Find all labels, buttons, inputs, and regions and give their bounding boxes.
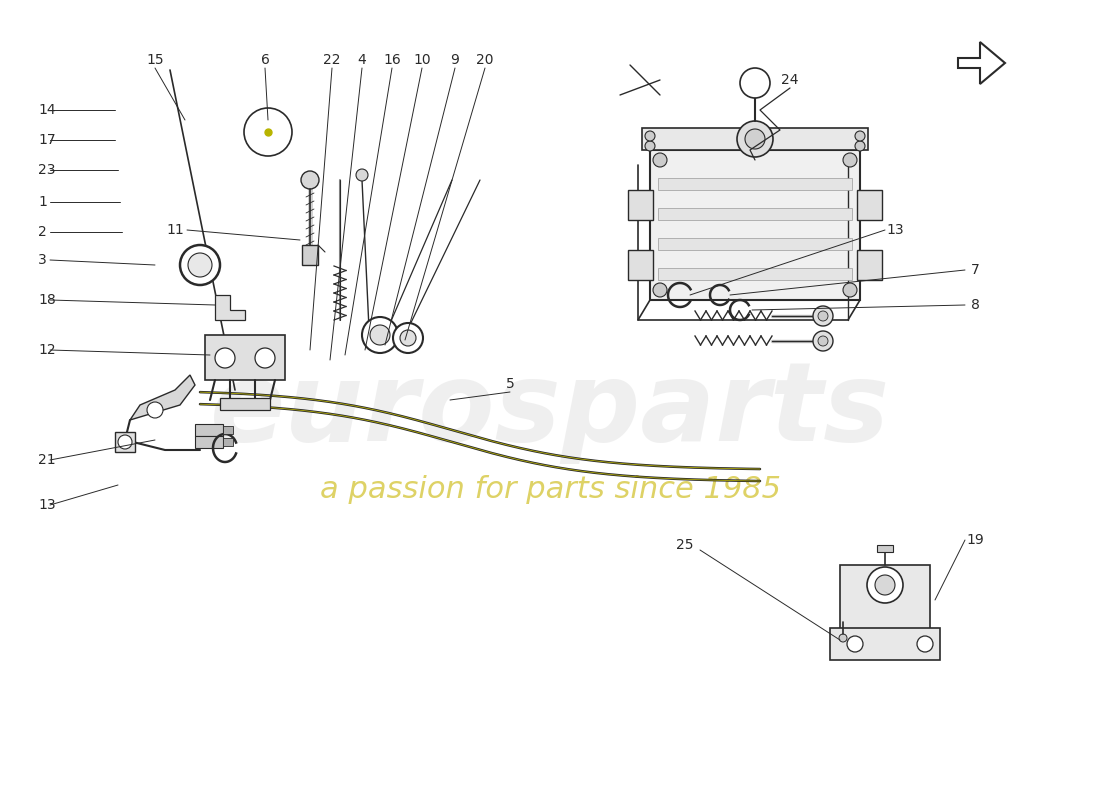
Text: 13: 13 bbox=[887, 223, 904, 237]
Text: 4: 4 bbox=[358, 53, 366, 67]
Text: 3: 3 bbox=[39, 253, 46, 267]
Bar bbox=[628, 250, 653, 280]
Text: 25: 25 bbox=[676, 538, 694, 552]
Circle shape bbox=[818, 336, 828, 346]
Bar bbox=[877, 545, 893, 552]
Text: 5: 5 bbox=[506, 377, 515, 391]
Text: 24: 24 bbox=[781, 73, 799, 87]
Circle shape bbox=[839, 634, 847, 642]
Bar bbox=[658, 208, 852, 220]
Text: a passion for parts since 1985: a passion for parts since 1985 bbox=[319, 475, 781, 505]
Text: 2: 2 bbox=[39, 225, 46, 239]
Circle shape bbox=[917, 636, 933, 652]
Bar bbox=[195, 436, 223, 448]
Circle shape bbox=[855, 131, 865, 141]
Text: 8: 8 bbox=[970, 298, 979, 312]
Bar bbox=[650, 150, 860, 300]
Bar bbox=[658, 238, 852, 250]
Text: 11: 11 bbox=[166, 223, 184, 237]
Circle shape bbox=[737, 121, 773, 157]
Bar bbox=[642, 128, 868, 150]
Bar bbox=[857, 250, 882, 280]
Text: 21: 21 bbox=[39, 453, 56, 467]
Circle shape bbox=[180, 245, 220, 285]
Circle shape bbox=[214, 348, 235, 368]
Bar bbox=[220, 398, 270, 410]
Circle shape bbox=[147, 402, 163, 418]
Text: 6: 6 bbox=[261, 53, 270, 67]
Text: 13: 13 bbox=[39, 498, 56, 512]
Bar bbox=[628, 190, 653, 220]
Circle shape bbox=[393, 323, 424, 353]
Bar bbox=[857, 190, 882, 220]
Text: 9: 9 bbox=[451, 53, 460, 67]
Circle shape bbox=[843, 153, 857, 167]
Circle shape bbox=[356, 169, 369, 181]
Text: 15: 15 bbox=[146, 53, 164, 67]
Text: eurosparts: eurosparts bbox=[210, 357, 890, 463]
Text: 17: 17 bbox=[39, 133, 56, 147]
Circle shape bbox=[653, 153, 667, 167]
Text: 16: 16 bbox=[383, 53, 400, 67]
Circle shape bbox=[855, 141, 865, 151]
Bar bbox=[195, 424, 223, 436]
Bar bbox=[302, 245, 318, 265]
Circle shape bbox=[645, 131, 654, 141]
Text: 1: 1 bbox=[39, 195, 47, 209]
Circle shape bbox=[400, 330, 416, 346]
Bar bbox=[223, 438, 233, 446]
Text: 18: 18 bbox=[39, 293, 56, 307]
Circle shape bbox=[653, 283, 667, 297]
Polygon shape bbox=[214, 295, 245, 320]
Text: 22: 22 bbox=[323, 53, 341, 67]
Text: 10: 10 bbox=[414, 53, 431, 67]
Circle shape bbox=[847, 636, 864, 652]
Bar bbox=[658, 268, 852, 280]
Text: 19: 19 bbox=[966, 533, 983, 547]
Circle shape bbox=[867, 567, 903, 603]
Circle shape bbox=[370, 325, 390, 345]
Circle shape bbox=[244, 108, 292, 156]
Circle shape bbox=[813, 306, 833, 326]
Polygon shape bbox=[958, 42, 1005, 84]
Text: 12: 12 bbox=[39, 343, 56, 357]
Text: 23: 23 bbox=[39, 163, 55, 177]
Circle shape bbox=[740, 68, 770, 98]
Bar bbox=[205, 335, 285, 380]
Circle shape bbox=[813, 331, 833, 351]
Circle shape bbox=[188, 253, 212, 277]
Bar bbox=[840, 565, 929, 630]
Circle shape bbox=[255, 348, 275, 368]
Circle shape bbox=[301, 171, 319, 189]
Text: 14: 14 bbox=[39, 103, 56, 117]
Circle shape bbox=[874, 575, 895, 595]
Bar bbox=[830, 628, 940, 660]
Circle shape bbox=[362, 317, 398, 353]
Bar bbox=[658, 178, 852, 190]
Circle shape bbox=[645, 141, 654, 151]
Bar bbox=[223, 426, 233, 434]
Circle shape bbox=[843, 283, 857, 297]
Circle shape bbox=[118, 435, 132, 449]
Circle shape bbox=[818, 311, 828, 321]
Circle shape bbox=[745, 129, 764, 149]
Bar bbox=[116, 432, 135, 452]
Text: 7: 7 bbox=[970, 263, 979, 277]
Polygon shape bbox=[130, 375, 195, 420]
Text: 20: 20 bbox=[476, 53, 494, 67]
